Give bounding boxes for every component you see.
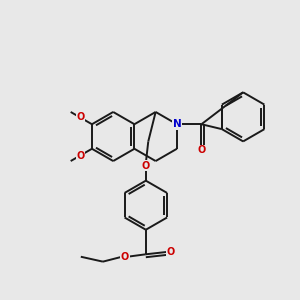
Text: O: O <box>76 112 84 122</box>
Text: O: O <box>76 151 84 160</box>
Text: N: N <box>172 119 181 129</box>
Text: O: O <box>167 247 175 257</box>
Text: O: O <box>121 252 129 262</box>
Text: O: O <box>142 161 150 171</box>
Text: O: O <box>197 146 206 155</box>
